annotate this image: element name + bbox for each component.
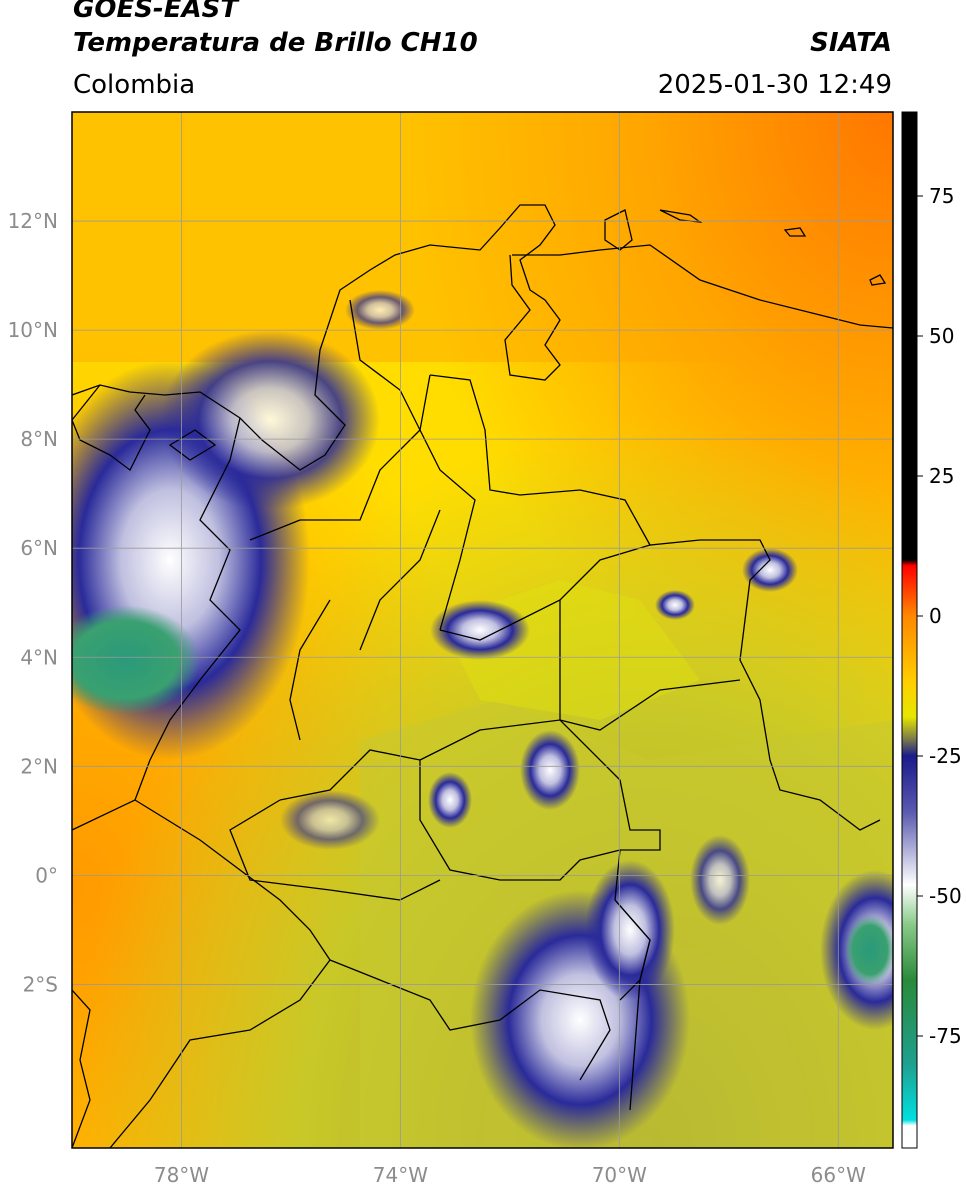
colorbar-tick-label: 50 (929, 324, 954, 348)
lat-tick-label: 10°N (8, 318, 58, 342)
colorbar: 75 50 25 0 -25 -50 -75 (901, 111, 962, 1149)
colorbar-tick-label: -50 (929, 884, 962, 908)
borders (72, 204, 893, 1148)
lon-tick-label: 70°W (592, 1163, 647, 1187)
lon-tick-label: 78°W (154, 1163, 209, 1187)
lon-tick-label: 66°W (811, 1163, 866, 1187)
colorbar-tick-label: 75 (929, 184, 954, 208)
graticule (72, 112, 893, 1148)
lat-tick-label: 12°N (8, 209, 58, 233)
colorbar-tick-label: -75 (929, 1024, 962, 1048)
lat-tick-label: 0° (35, 863, 58, 887)
lon-tick-labels: 78°W 74°W 70°W 66°W (154, 1163, 866, 1187)
colorbar-tick-label: 0 (929, 604, 942, 628)
lon-tick-label: 74°W (373, 1163, 428, 1187)
lat-tick-label: 8°N (20, 427, 58, 451)
region-label: Colombia (73, 70, 196, 100)
lat-tick-label: 6°N (20, 536, 58, 560)
map-raster (72, 112, 893, 1148)
lat-tick-label: 2°N (20, 754, 58, 778)
source-label: SIATA (810, 28, 892, 58)
title-line-1: GOES-EAST (73, 0, 239, 24)
lat-tick-label: 4°N (20, 645, 58, 669)
lat-tick-label: 2°S (23, 972, 58, 996)
colorbar-scale (901, 111, 918, 1149)
colorbar-tick-label: -25 (929, 744, 962, 768)
title-line-2: Temperatura de Brillo CH10 (73, 28, 478, 58)
lat-tick-labels: 12°N 10°N 8°N 6°N 4°N 2°N 0° 2°S (8, 209, 58, 996)
datetime-label: 2025-01-30 12:49 (657, 70, 892, 100)
map-frame (71, 111, 894, 1149)
colorbar-tick-label: 25 (929, 464, 954, 488)
